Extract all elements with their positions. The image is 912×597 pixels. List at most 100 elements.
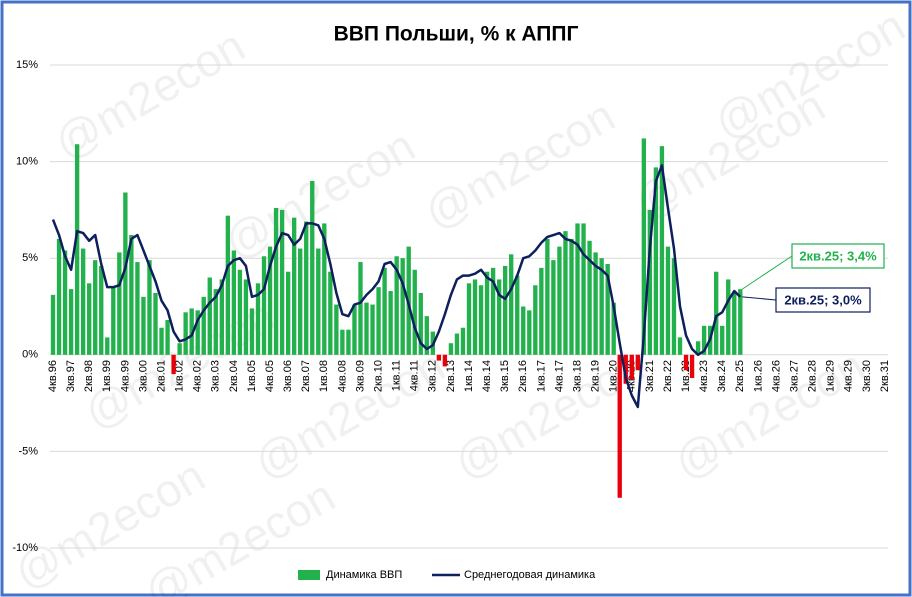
- bar: [159, 327, 164, 355]
- x-tick-label: 4кв.05: [264, 360, 276, 392]
- bar: [726, 279, 731, 355]
- bar: [105, 337, 110, 355]
- x-tick-label: 1кв.99: [101, 360, 113, 392]
- bar: [189, 308, 194, 355]
- bar: [364, 302, 369, 355]
- bar: [291, 217, 297, 355]
- bar: [515, 275, 520, 355]
- bar: [243, 279, 249, 355]
- x-tick-label: 1кв.02: [174, 360, 186, 392]
- x-tick-label: 3кв.06: [282, 360, 294, 392]
- bar: [677, 337, 683, 355]
- bar: [273, 207, 279, 355]
- bar: [267, 246, 273, 355]
- legend-swatch: [298, 570, 320, 580]
- bar: [171, 354, 176, 375]
- bar: [129, 235, 134, 355]
- chart-title: ВВП Польши, % к АППГ: [334, 23, 579, 46]
- x-tick-label: 3кв.03: [210, 360, 222, 392]
- bar: [653, 167, 659, 355]
- bar: [358, 262, 363, 355]
- bar: [310, 180, 315, 355]
- bar: [394, 256, 399, 355]
- bar: [328, 271, 333, 355]
- line: [51, 164, 742, 409]
- x-tick-label: 2кв.10: [372, 360, 384, 392]
- bar: [599, 258, 604, 355]
- bar: [490, 267, 496, 355]
- bar: [135, 262, 140, 355]
- bar: [207, 277, 212, 355]
- x-tick-label: 2кв.31: [879, 360, 891, 392]
- bar: [478, 285, 484, 355]
- bar: [382, 267, 387, 355]
- bar: [376, 287, 381, 355]
- bar: [183, 312, 188, 355]
- x-tick-label: 2кв.16: [517, 360, 529, 392]
- bar: [340, 329, 345, 355]
- y-tick-label: 5%: [22, 252, 38, 264]
- y-tick-label: 15%: [16, 59, 38, 71]
- y-tick-label: 0%: [22, 349, 38, 361]
- x-tick-label: 1кв.26: [752, 360, 764, 392]
- bar: [563, 231, 568, 355]
- bar: [249, 308, 255, 355]
- x-tick-label: 4кв.17: [553, 360, 565, 392]
- bar: [605, 263, 610, 355]
- bar: [322, 223, 327, 355]
- annotation-leader: [742, 296, 777, 301]
- bar: [484, 271, 490, 355]
- bar: [123, 192, 128, 355]
- x-tick-label: 2кв.07: [300, 360, 312, 392]
- x-tick-label: 3кв.97: [65, 360, 77, 392]
- bar: [436, 354, 442, 361]
- bar: [388, 291, 393, 355]
- x-tick-label: 4кв.99: [119, 360, 131, 392]
- bar: [412, 269, 417, 355]
- bar: [316, 248, 321, 355]
- bar: [400, 258, 405, 355]
- bar: [237, 269, 243, 355]
- legend-label: Среднегодовая динамика: [464, 569, 596, 581]
- x-tick-label: 2кв.25: [734, 360, 746, 392]
- x-tick-label: 4кв.14: [481, 360, 493, 392]
- bar: [539, 267, 544, 355]
- x-tick-label: 2кв.28: [807, 360, 819, 392]
- x-tick-label: 2кв.22: [662, 360, 674, 392]
- x-tick-label: 2кв.13: [445, 360, 457, 392]
- x-tick-label: 2кв.01: [155, 360, 167, 392]
- bar: [442, 354, 448, 367]
- annotation-text: 2кв.25; 3,0%: [784, 292, 862, 307]
- bar: [177, 343, 182, 355]
- bar: [448, 343, 454, 355]
- bar: [352, 304, 357, 355]
- bar: [225, 215, 231, 355]
- bar: [261, 256, 267, 355]
- bar: [153, 292, 158, 355]
- bar: [219, 279, 224, 355]
- bar: [695, 341, 701, 355]
- bar: [195, 310, 200, 355]
- x-tick-label: 3кв.24: [716, 360, 728, 392]
- bar: [533, 285, 538, 355]
- bar: [466, 283, 472, 355]
- x-tick-label: 4кв.23: [698, 360, 710, 392]
- bar: [647, 209, 653, 355]
- bar: [701, 325, 707, 355]
- x-tick-label: 4кв.11: [409, 360, 421, 391]
- x-tick-label: 1кв.17: [535, 360, 547, 392]
- y-tick-label: -10%: [12, 542, 38, 554]
- bar: [557, 246, 562, 355]
- bar: [111, 287, 116, 355]
- legend-label: Динамика ВВП: [326, 569, 402, 581]
- bar: [635, 354, 640, 371]
- x-tick-label: 4кв.29: [843, 360, 855, 392]
- bar: [732, 292, 737, 355]
- bar: [569, 238, 574, 355]
- bar: [80, 248, 86, 355]
- x-tick-label: 3кв.00: [137, 360, 149, 392]
- x-tick-label: 1кв.11: [391, 360, 403, 391]
- bar: [93, 260, 98, 355]
- bar: [593, 252, 598, 355]
- bar: [671, 258, 677, 355]
